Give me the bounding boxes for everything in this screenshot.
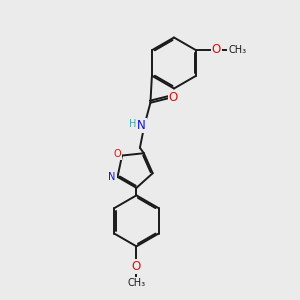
Text: O: O (132, 260, 141, 273)
Text: H: H (129, 119, 137, 129)
Text: O: O (114, 149, 122, 159)
Text: O: O (212, 44, 221, 56)
Text: O: O (169, 92, 178, 104)
Text: N: N (137, 119, 146, 132)
Text: CH₃: CH₃ (128, 278, 146, 288)
Text: N: N (108, 172, 116, 182)
Text: CH₃: CH₃ (228, 45, 246, 55)
